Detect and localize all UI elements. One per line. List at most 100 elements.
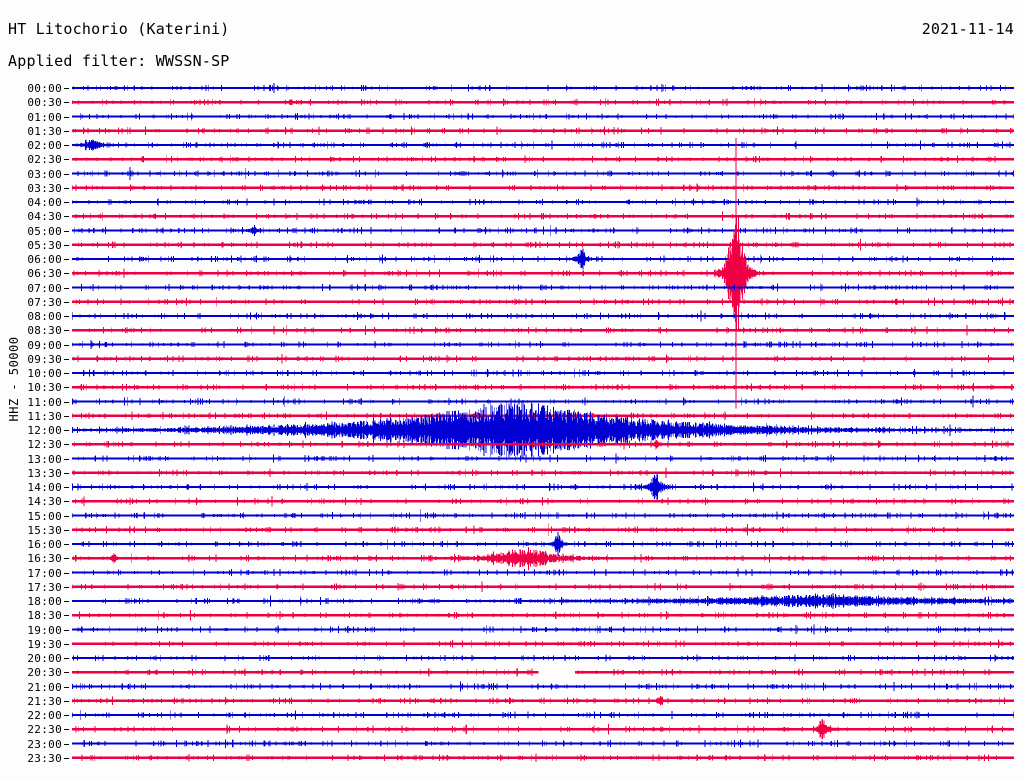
time-tick-mark: [64, 629, 69, 631]
time-tick-mark: [64, 387, 69, 389]
time-tick-label: 17:30: [27, 580, 62, 594]
time-tick-mark: [64, 672, 69, 674]
time-tick-mark: [64, 301, 69, 303]
time-tick-label: 05:00: [27, 224, 62, 238]
applied-filter-label: Applied filter: WWSSN-SP: [8, 52, 230, 70]
time-tick-label: 12:30: [27, 438, 62, 452]
time-tick-mark: [64, 373, 69, 374]
time-tick-mark: [64, 615, 69, 617]
time-tick-mark: [64, 601, 69, 602]
time-tick-label: 07:30: [27, 295, 62, 309]
time-tick-label: 16:30: [27, 552, 62, 566]
time-tick-label: 19:00: [27, 623, 62, 637]
time-tick-label: 17:00: [27, 566, 62, 580]
time-tick-label: 07:00: [27, 281, 62, 295]
time-tick-mark: [64, 358, 69, 360]
trace-canvas: [72, 83, 1014, 762]
time-tick-mark: [64, 216, 69, 218]
time-tick-label: 13:30: [27, 466, 62, 480]
time-tick-mark: [64, 159, 69, 161]
time-tick-mark: [64, 88, 69, 89]
time-tick-label: 13:00: [27, 452, 62, 466]
time-tick-label: 05:30: [27, 238, 62, 252]
time-tick-label: 23:30: [27, 751, 62, 765]
time-tick-label: 11:30: [27, 409, 62, 423]
time-tick-label: 06:00: [27, 253, 62, 266]
time-tick-label: 01:00: [27, 110, 62, 124]
time-tick-mark: [64, 700, 69, 702]
time-tick-label: 15:30: [27, 523, 62, 537]
time-tick-mark: [64, 729, 69, 731]
time-tick-mark: [64, 515, 69, 517]
time-tick-mark: [64, 344, 69, 346]
time-tick-mark: [64, 558, 69, 560]
time-tick-label: 02:00: [27, 139, 62, 152]
time-tick-mark: [64, 230, 69, 232]
time-tick-mark: [64, 244, 69, 246]
time-tick-mark: [64, 415, 69, 417]
time-tick-mark: [64, 130, 69, 132]
time-tick-label: 14:30: [27, 495, 62, 509]
time-tick-label: 18:00: [27, 595, 62, 608]
time-tick-label: 14:00: [27, 481, 62, 494]
time-tick-label: 01:30: [27, 124, 62, 138]
time-tick-mark: [64, 444, 69, 446]
time-tick-mark: [64, 715, 69, 716]
page-title: HT Litochorio (Katerini): [8, 20, 230, 38]
time-tick-mark: [64, 658, 69, 659]
time-tick-label: 03:30: [27, 181, 62, 195]
date-label: 2021-11-14: [921, 20, 1014, 38]
time-tick-mark: [64, 287, 69, 289]
time-tick-label: 19:30: [27, 637, 62, 651]
time-tick-mark: [64, 116, 69, 118]
time-tick-label: 06:30: [27, 267, 62, 281]
time-tick-mark: [64, 173, 69, 175]
time-tick-label: 02:30: [27, 153, 62, 167]
time-tick-mark: [64, 259, 69, 260]
time-tick-mark: [64, 686, 69, 688]
time-tick-mark: [64, 430, 69, 431]
time-tick-label: 10:30: [27, 381, 62, 395]
time-tick-mark: [64, 273, 69, 275]
time-tick-label: 04:00: [27, 196, 62, 209]
time-tick-label: 20:30: [27, 666, 62, 680]
time-tick-mark: [64, 544, 69, 545]
time-tick-mark: [64, 743, 69, 745]
time-tick-label: 00:30: [27, 96, 62, 110]
time-tick-label: 21:30: [27, 694, 62, 708]
time-tick-label: 09:30: [27, 352, 62, 366]
time-tick-mark: [64, 501, 69, 503]
time-tick-label: 22:30: [27, 723, 62, 737]
time-tick-label: 18:30: [27, 609, 62, 623]
time-tick-mark: [64, 330, 69, 332]
time-tick-mark: [64, 586, 69, 588]
time-tick-label: 20:00: [27, 652, 62, 665]
time-tick-mark: [64, 102, 69, 104]
seismogram-plot: [72, 80, 1014, 768]
time-tick-label: 22:00: [27, 709, 62, 722]
time-tick-label: 21:00: [27, 680, 62, 694]
time-tick-mark: [64, 643, 69, 645]
time-tick-label: 09:00: [27, 338, 62, 352]
time-tick-mark: [64, 401, 69, 403]
time-tick-label: 12:00: [27, 424, 62, 437]
time-tick-label: 15:00: [27, 509, 62, 523]
time-tick-label: 10:00: [27, 367, 62, 380]
time-tick-mark: [64, 529, 69, 531]
time-tick-label: 00:00: [27, 82, 62, 95]
time-tick-label: 04:30: [27, 210, 62, 224]
time-tick-mark: [64, 316, 69, 317]
time-tick-mark: [64, 472, 69, 474]
time-tick-mark: [64, 187, 69, 189]
time-tick-label: 16:00: [27, 538, 62, 551]
time-tick-label: 08:30: [27, 324, 62, 338]
time-tick-label: 11:00: [27, 395, 62, 409]
time-tick-mark: [64, 202, 69, 203]
time-tick-mark: [64, 458, 69, 460]
time-tick-mark: [64, 572, 69, 574]
time-tick-label: 08:00: [27, 310, 62, 323]
time-tick-mark: [64, 487, 69, 488]
time-tick-mark: [64, 145, 69, 146]
time-tick-label: 23:00: [27, 737, 62, 751]
